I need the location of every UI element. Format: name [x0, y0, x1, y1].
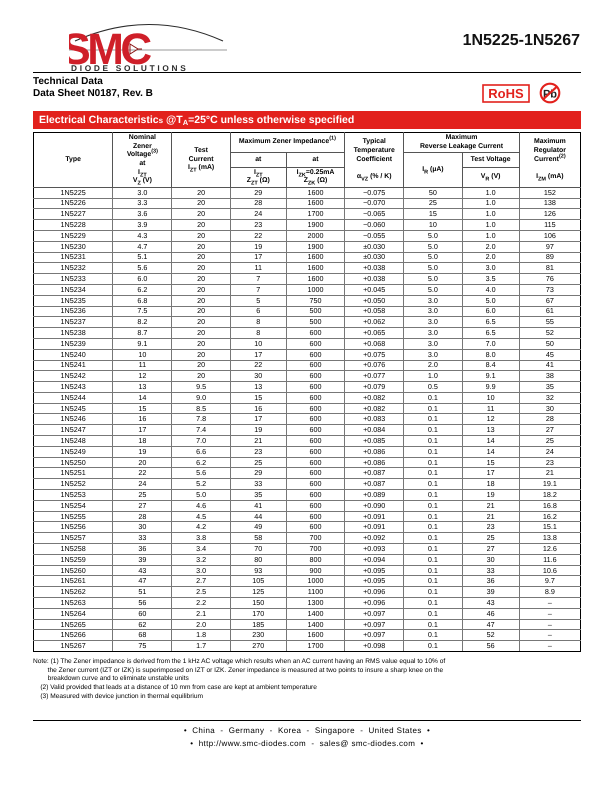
- svg-text:DIODE SOLUTIONS: DIODE SOLUTIONS: [71, 63, 188, 72]
- svg-text:RoHS: RoHS: [488, 86, 524, 101]
